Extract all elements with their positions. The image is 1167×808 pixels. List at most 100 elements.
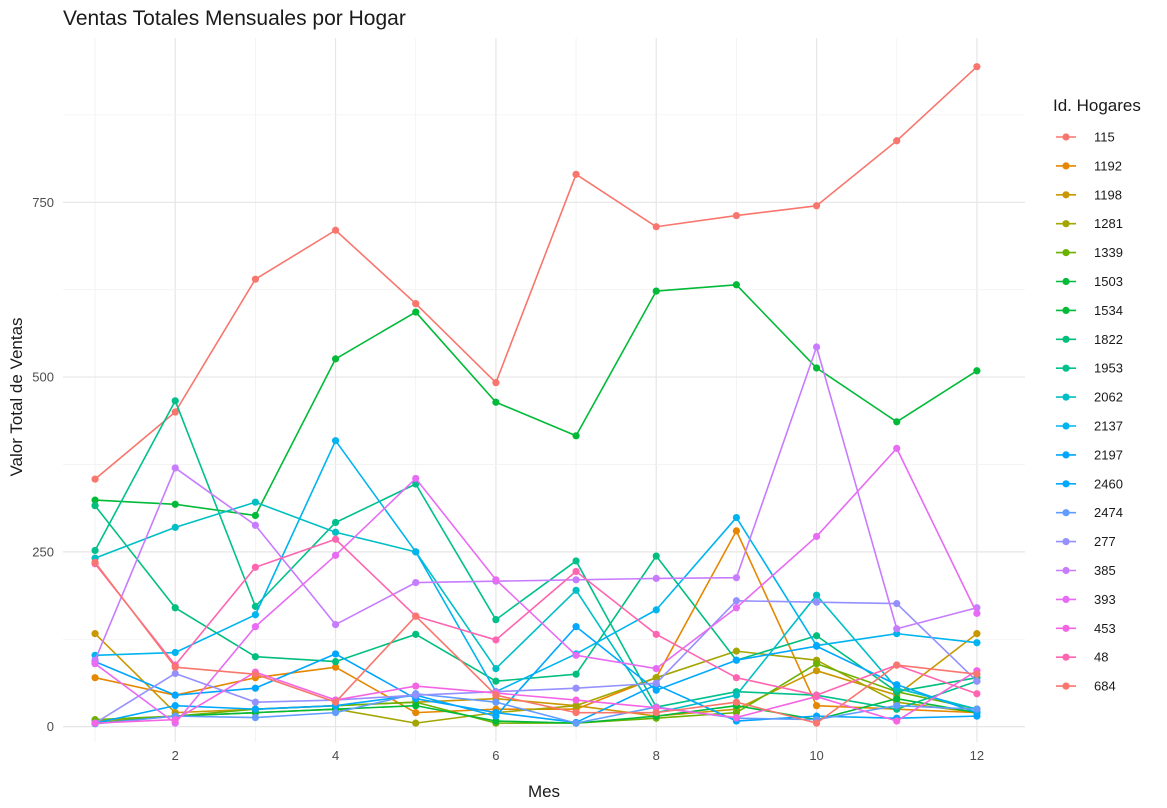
data-point xyxy=(412,719,420,727)
data-point xyxy=(251,498,259,506)
data-point xyxy=(251,275,259,283)
data-point xyxy=(893,418,901,426)
legend-item: 48 xyxy=(1056,650,1108,665)
data-point xyxy=(893,137,901,145)
series-line xyxy=(94,653,977,724)
data-point xyxy=(171,464,179,472)
data-point xyxy=(572,696,580,704)
x-axis-ticks: 2 4 6 8 10 12 xyxy=(172,748,985,763)
data-point xyxy=(251,521,259,529)
legend-key-point xyxy=(1062,653,1070,661)
legend-key-point xyxy=(1062,364,1070,372)
series-393 xyxy=(91,444,981,727)
data-point xyxy=(331,528,340,536)
data-point xyxy=(572,623,580,631)
x-tick-label: 2 xyxy=(172,748,179,763)
data-point xyxy=(412,702,420,710)
data-point xyxy=(812,642,821,650)
data-point xyxy=(812,691,821,699)
data-point xyxy=(412,480,420,488)
data-point xyxy=(91,496,99,504)
data-point xyxy=(251,713,259,722)
data-point xyxy=(251,653,259,661)
data-point xyxy=(492,576,500,584)
data-point xyxy=(91,630,99,638)
series-line xyxy=(94,447,978,724)
data-point xyxy=(893,599,901,608)
data-point xyxy=(412,579,420,587)
y-tick-label: 0 xyxy=(47,719,54,734)
data-point xyxy=(652,287,660,295)
data-point xyxy=(412,300,420,308)
series-line xyxy=(94,561,977,724)
legend-item: 2197 xyxy=(1056,447,1123,462)
data-point xyxy=(251,602,259,610)
series-line xyxy=(95,662,978,724)
legend-item: 453 xyxy=(1056,621,1116,636)
data-point xyxy=(732,698,741,706)
series-1192 xyxy=(91,527,981,717)
legend-key-point xyxy=(1062,595,1070,604)
legend-label: 1339 xyxy=(1094,245,1123,260)
data-point xyxy=(732,574,741,582)
series-line xyxy=(95,283,978,517)
data-point xyxy=(973,677,981,685)
data-point xyxy=(572,170,580,178)
legend-label: 277 xyxy=(1094,534,1116,549)
legend-item: 115 xyxy=(1056,130,1115,145)
data-point xyxy=(251,511,259,520)
legend-key-point xyxy=(1062,133,1070,141)
data-point xyxy=(91,546,99,555)
data-point xyxy=(572,432,580,440)
data-point xyxy=(893,444,901,452)
data-point xyxy=(492,379,500,387)
legend-item: 1281 xyxy=(1056,216,1123,231)
data-point xyxy=(732,513,741,522)
legend-item: 1339 xyxy=(1056,245,1123,260)
data-point xyxy=(732,691,741,699)
data-point xyxy=(973,690,981,698)
data-point xyxy=(171,663,179,671)
data-point xyxy=(331,650,340,658)
data-point xyxy=(412,709,420,717)
data-point xyxy=(652,686,660,694)
legend-key-point xyxy=(1062,538,1070,546)
series-line xyxy=(94,501,978,714)
data-point xyxy=(973,63,981,71)
data-point xyxy=(893,681,901,689)
series-line xyxy=(94,66,978,480)
data-point xyxy=(412,474,420,483)
data-point xyxy=(572,576,580,584)
legend-key-point xyxy=(1062,480,1070,488)
legend-item: 1534 xyxy=(1056,303,1123,318)
data-point xyxy=(251,670,259,678)
data-point xyxy=(91,475,99,483)
data-point xyxy=(732,597,741,605)
data-point xyxy=(412,691,420,699)
data-point xyxy=(492,398,500,406)
series-line xyxy=(95,439,977,693)
legend-label: 1281 xyxy=(1094,216,1123,231)
data-point xyxy=(652,630,660,638)
data-point xyxy=(652,679,660,687)
legend-key-point xyxy=(1062,682,1070,690)
data-point xyxy=(652,223,660,231)
x-tick-label: 6 xyxy=(492,748,499,763)
legend-item: 2062 xyxy=(1056,390,1123,405)
series-line xyxy=(94,505,978,693)
data-point xyxy=(412,630,420,638)
x-axis-title: Mes xyxy=(528,782,560,801)
data-point xyxy=(412,548,420,556)
legend-label: 1822 xyxy=(1094,332,1123,347)
legend-item: 1198 xyxy=(1056,187,1122,202)
data-point xyxy=(893,717,901,725)
series-line xyxy=(94,346,978,661)
data-point xyxy=(652,709,660,717)
data-point xyxy=(812,632,821,640)
data-point xyxy=(732,647,741,655)
data-point xyxy=(171,669,179,678)
legend-label: 1953 xyxy=(1094,361,1123,376)
data-point xyxy=(893,625,901,633)
data-point xyxy=(492,636,500,644)
